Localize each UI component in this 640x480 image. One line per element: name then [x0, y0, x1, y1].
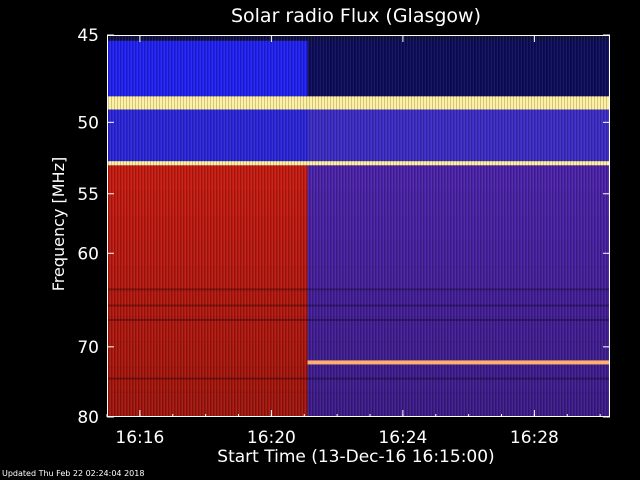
stripe-0	[107, 288, 610, 291]
y-tick-label-2: 55	[77, 185, 99, 205]
x-tick-label-2: 16:24	[378, 428, 427, 448]
y-axis-label: Frequency [MHz]	[49, 157, 68, 291]
plot-frame	[107, 35, 610, 417]
stripe-2	[107, 318, 610, 321]
updated-timestamp: Updated Thu Feb 22 02:24:04 2018	[2, 469, 145, 478]
y-axis-ticks: 45 50 55 60 70 80	[77, 26, 610, 428]
x-tick-label-3: 16:28	[510, 428, 559, 448]
emission-lines	[107, 288, 610, 380]
chart-title: Solar radio Flux (Glasgow)	[231, 5, 481, 27]
x-axis-label: Start Time (13-Dec-16 16:15:00)	[217, 447, 494, 467]
x-tick-label-1: 16:20	[247, 428, 296, 448]
stripe-3	[107, 377, 610, 380]
x-tick-label-0: 16:16	[115, 428, 164, 448]
y-tick-label-4: 70	[77, 338, 99, 358]
stripe-1	[107, 304, 610, 307]
y-tick-label-5: 80	[77, 408, 99, 428]
y-tick-label-3: 60	[77, 244, 99, 264]
texture-overlay	[107, 35, 610, 417]
y-tick-label-1: 50	[77, 113, 99, 133]
x-axis-ticks: 16:16 16:20 16:24 16:28	[106, 35, 601, 448]
y-tick-label-0: 45	[77, 26, 99, 46]
emission-line-0	[307, 360, 610, 365]
